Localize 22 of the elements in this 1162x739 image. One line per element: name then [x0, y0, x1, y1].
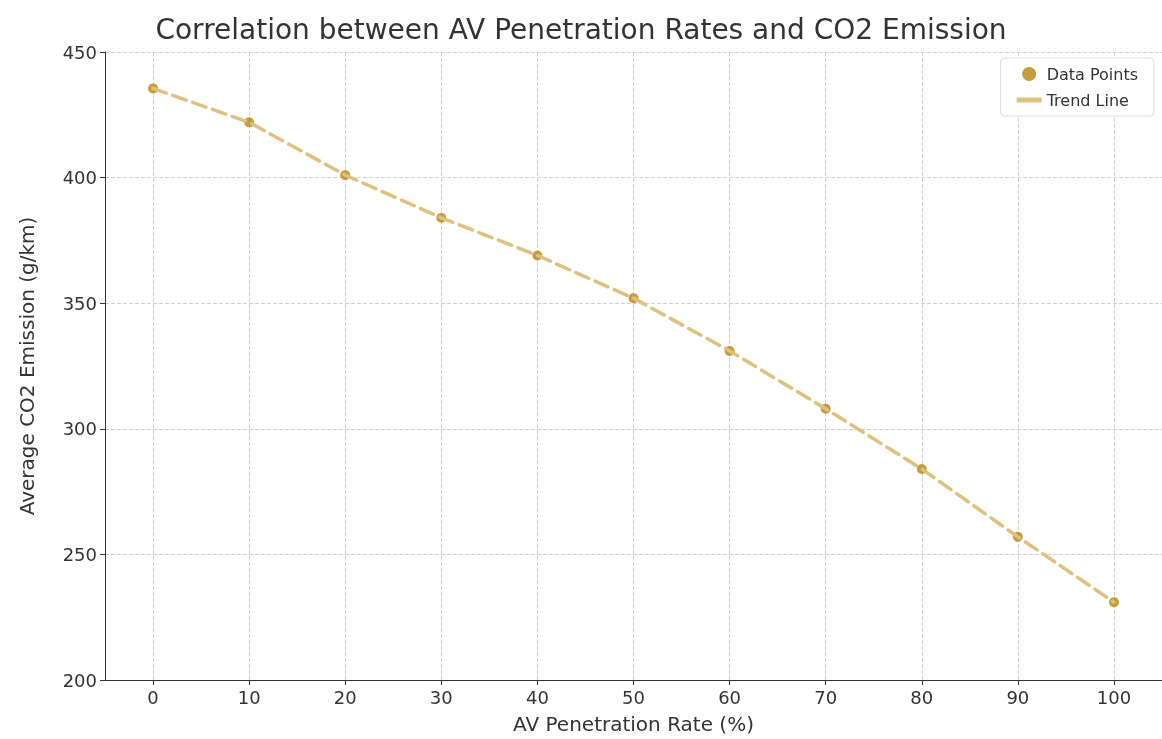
x-axis-title: AV Penetration Rate (%) [513, 712, 754, 736]
x-tick-label: 100 [1096, 686, 1132, 708]
y-tick-label: 200 [62, 669, 97, 691]
x-tick-label: 10 [237, 686, 261, 708]
legend-label: Data Points [1046, 64, 1139, 84]
x-tick-label: 90 [1006, 686, 1030, 708]
y-tick-label: 400 [62, 167, 97, 189]
y-tick-label: 300 [62, 418, 97, 440]
y-tick-label: 450 [62, 41, 97, 63]
x-tick-label: 80 [910, 686, 934, 708]
legend-label: Trend Line [1045, 90, 1129, 110]
x-tick-label: 0 [147, 686, 159, 708]
x-tick-label: 30 [429, 686, 453, 708]
x-tick-label: 70 [814, 686, 838, 708]
x-tick-label: 40 [525, 686, 549, 708]
x-tick-label: 20 [333, 686, 357, 708]
y-tick-label: 250 [62, 543, 97, 565]
y-axis-title: Average CO2 Emission (g/km) [15, 216, 39, 516]
y-tick-label: 350 [62, 292, 97, 314]
x-tick-label: 50 [622, 686, 645, 708]
chart-title: Correlation between AV Penetration Rates and CO2 Emission [155, 12, 1007, 46]
x-tick-label: 60 [718, 686, 742, 708]
